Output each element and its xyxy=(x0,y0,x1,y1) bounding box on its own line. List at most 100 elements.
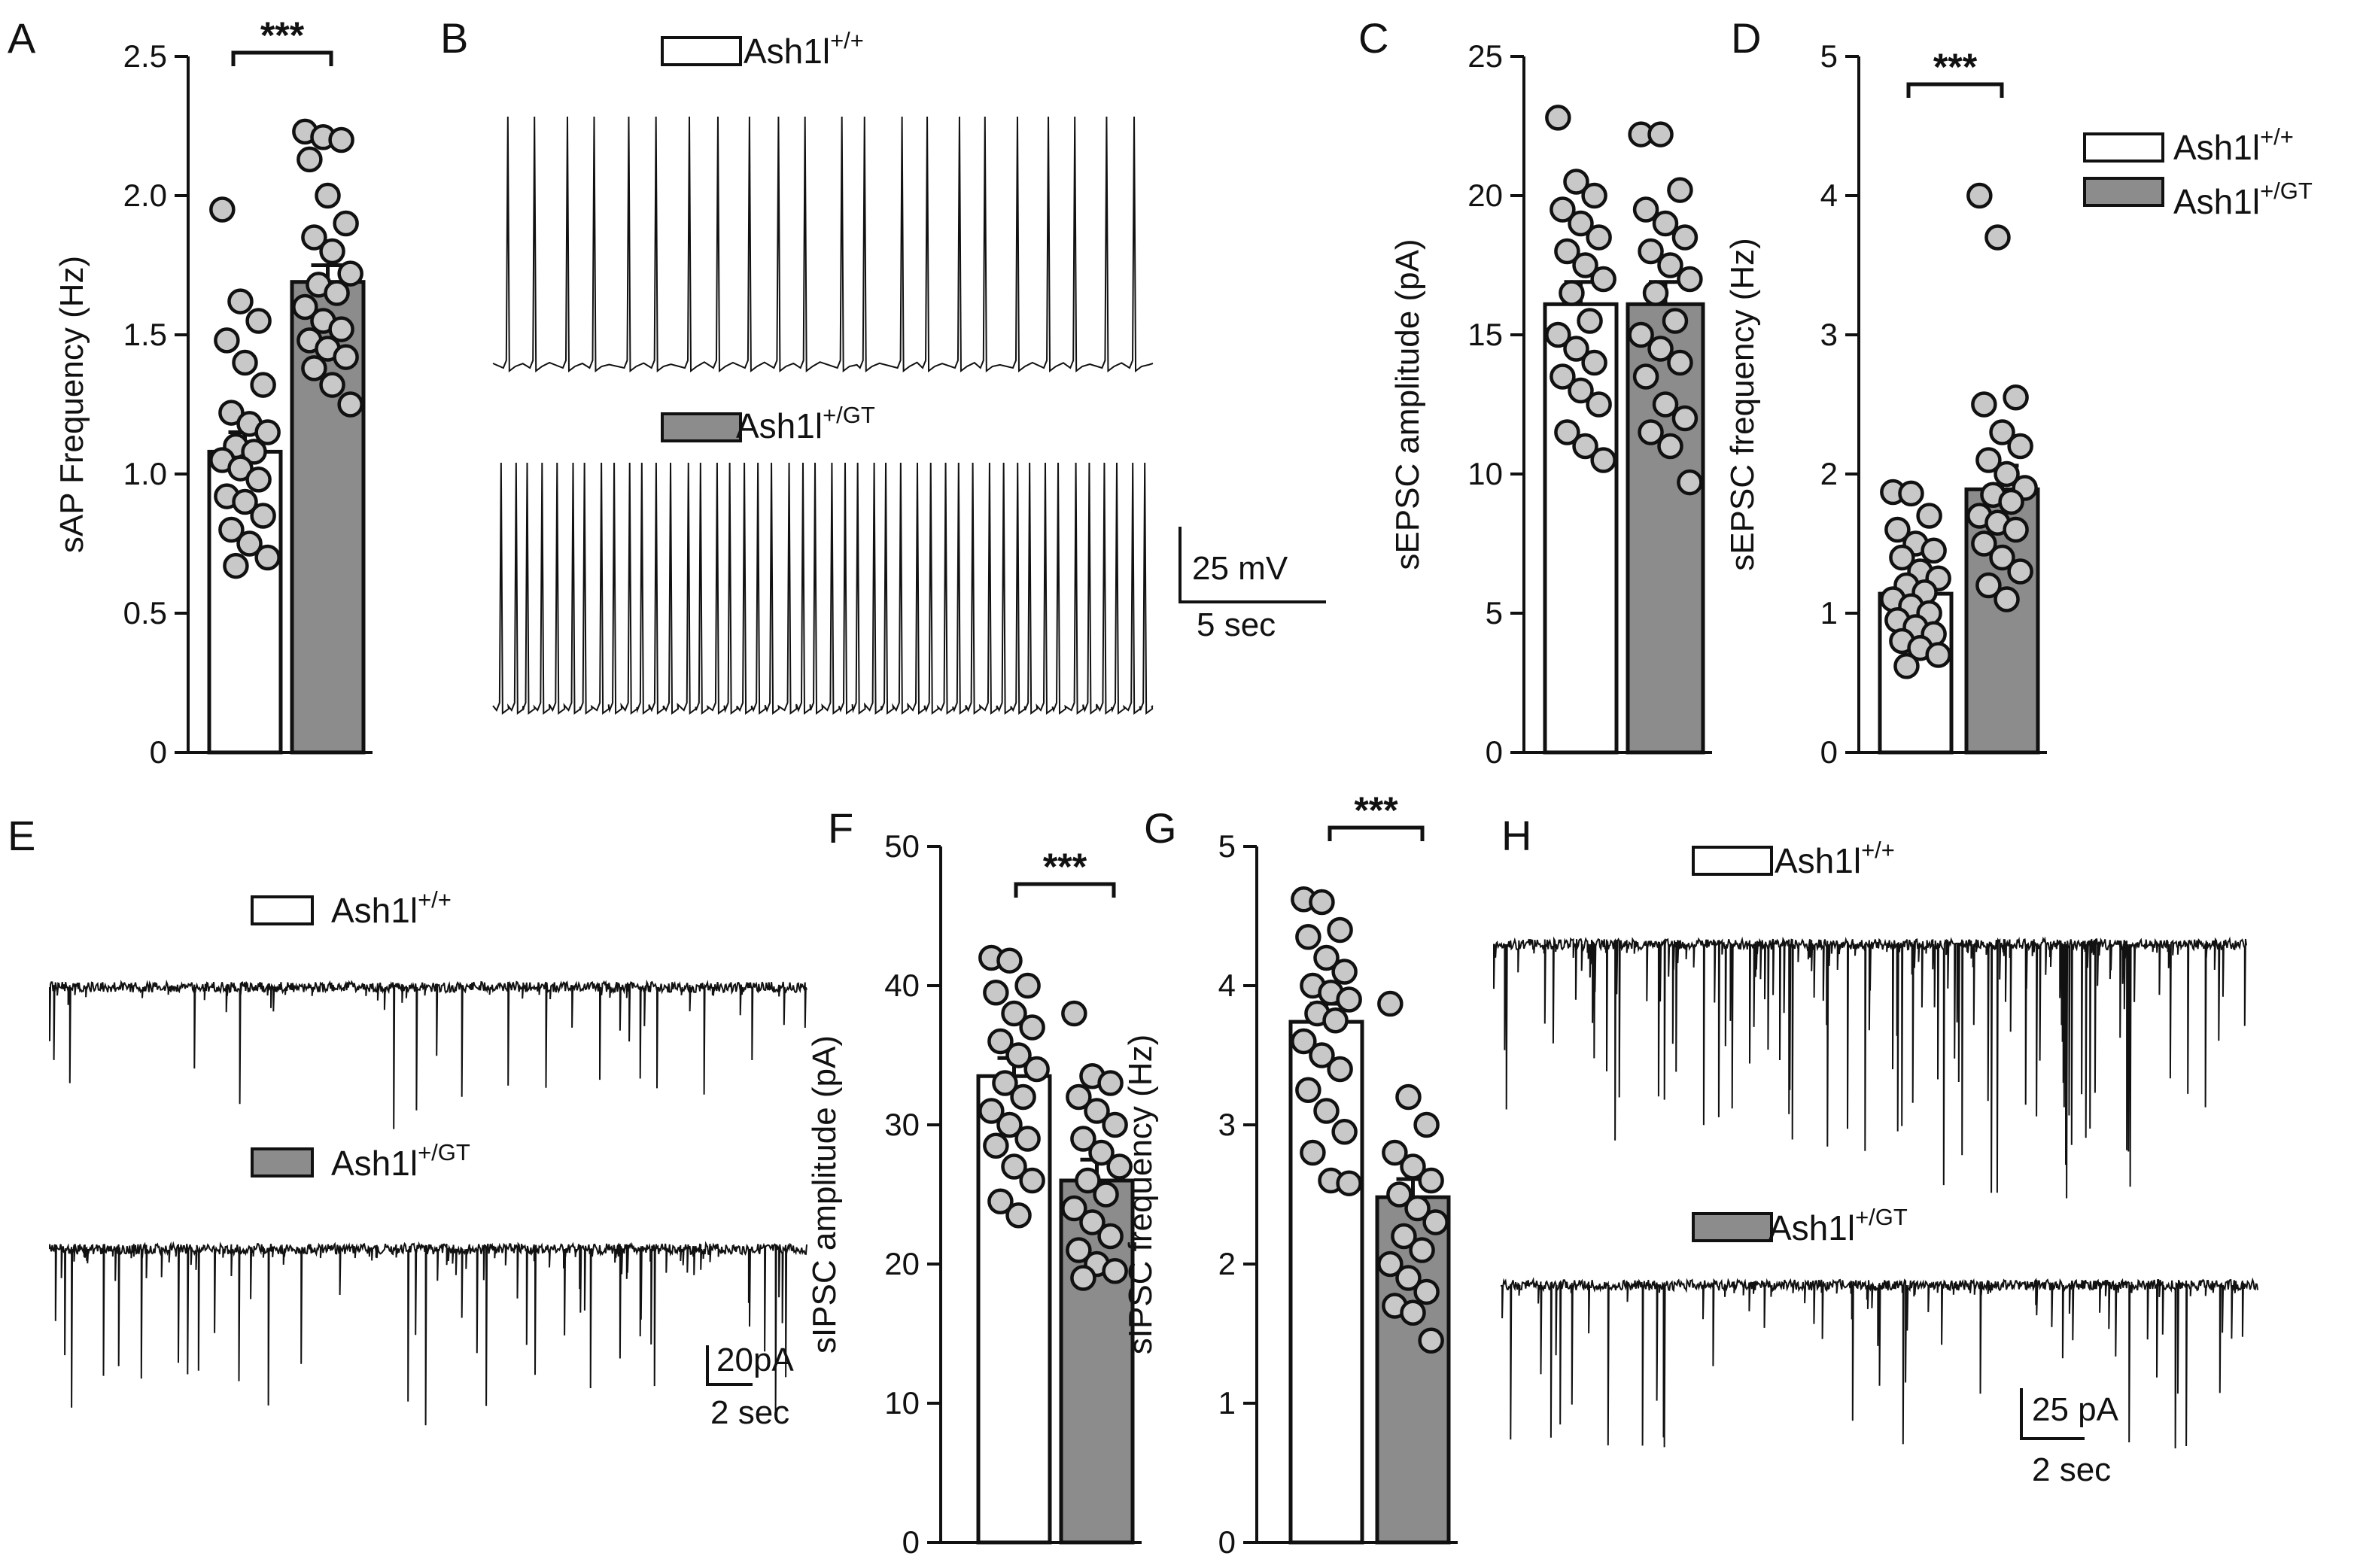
data-point-c xyxy=(1545,321,1571,348)
y-axis-label-c: sEPSC amplitude (pA) xyxy=(1389,239,1426,570)
panel-letter-h: H xyxy=(1501,812,1531,859)
data-point-c xyxy=(1550,196,1576,223)
data-point-c xyxy=(1628,321,1654,348)
data-point-f xyxy=(1010,1083,1036,1111)
data-point-g xyxy=(1404,1195,1431,1222)
data-point-c xyxy=(1586,224,1612,251)
data-point-g xyxy=(1377,1250,1404,1278)
data-point-g xyxy=(1409,1237,1435,1263)
y-tick-label-c: 20 xyxy=(1467,178,1503,213)
y-tick-label-d: 4 xyxy=(1820,178,1838,213)
trace-h-mut-label: Ash1l+/GT xyxy=(1769,1204,1908,1247)
trace-b-wt xyxy=(492,116,1154,372)
data-point-a xyxy=(245,466,272,493)
data-point-a xyxy=(315,182,341,209)
scalebar-b-voltage: 25 mV xyxy=(1192,550,1288,587)
data-point-c xyxy=(1677,469,1703,496)
y-axis-label-f: sIPSC amplitude (pA) xyxy=(806,1035,843,1354)
data-point-c xyxy=(1657,252,1683,278)
data-point-f xyxy=(1014,972,1041,999)
data-point-f xyxy=(1102,1258,1128,1284)
data-point-f xyxy=(996,947,1023,974)
y-tick-label-a: 1.5 xyxy=(123,317,167,352)
data-point-c xyxy=(1671,405,1699,432)
panel-b-traces: Ash1l+/+ Ash1l+/GT 25 mV 5 sec xyxy=(492,27,1326,715)
data-point-c xyxy=(1577,308,1603,334)
data-point-f xyxy=(1102,1111,1128,1138)
y-tick-label-g: 2 xyxy=(1218,1246,1236,1281)
data-point-c xyxy=(1652,210,1679,237)
y-tick-label-f: 0 xyxy=(902,1524,920,1560)
scalebar-b-time: 5 sec xyxy=(1197,606,1276,643)
y-tick-label-c: 15 xyxy=(1467,317,1503,352)
data-point-f xyxy=(1019,1167,1045,1194)
y-tick-label-g: 5 xyxy=(1218,828,1236,864)
trace-e-wt-swatch xyxy=(251,895,314,925)
panel-letter-d: D xyxy=(1731,14,1761,62)
legend-d-mut-swatch xyxy=(2083,177,2164,207)
data-point-d xyxy=(2007,433,2033,460)
data-point-f xyxy=(1014,1126,1041,1152)
data-point-d xyxy=(1975,447,2002,473)
data-point-g xyxy=(1395,1083,1422,1111)
panel-letter-a: A xyxy=(8,14,36,62)
data-point-f xyxy=(1097,1070,1124,1096)
data-point-a xyxy=(301,355,327,381)
data-point-d xyxy=(1975,572,2002,599)
data-point-f xyxy=(1061,1000,1087,1027)
panel-g-chart: 0 1 2 3 4 5 sIPSC frequency (Hz) *** xyxy=(1122,789,1458,1560)
data-point-a xyxy=(209,196,236,223)
y-tick-label-g: 1 xyxy=(1218,1385,1236,1421)
y-tick-label-g: 3 xyxy=(1218,1107,1236,1142)
data-point-g xyxy=(1313,1098,1340,1124)
data-point-g xyxy=(1331,959,1358,985)
data-point-f xyxy=(983,980,1009,1006)
y-tick-label-c: 0 xyxy=(1486,734,1503,770)
data-point-f xyxy=(987,1188,1014,1214)
data-point-f xyxy=(1023,1056,1050,1083)
y-tick-label-d: 5 xyxy=(1820,38,1838,74)
y-tick-label-d: 0 xyxy=(1820,734,1838,770)
significance-stars-g: *** xyxy=(1354,789,1398,831)
data-point-d xyxy=(1971,391,1997,418)
y-tick-label-a: 0 xyxy=(150,734,167,770)
panel-letter-f: F xyxy=(828,804,853,852)
y-tick-label-f: 20 xyxy=(884,1246,920,1281)
data-point-a xyxy=(254,419,281,445)
panel-d-chart: 0 1 2 3 4 5 sEPSC frequency (Hz) *** xyxy=(1724,38,2047,770)
y-tick-label-a: 0.5 xyxy=(123,595,167,631)
data-point-d xyxy=(1966,182,1993,209)
data-point-f xyxy=(1070,1265,1096,1291)
data-point-a xyxy=(337,260,363,287)
y-axis-label-d: sEPSC frequency (Hz) xyxy=(1724,238,1761,571)
data-point-g xyxy=(1382,1139,1408,1166)
data-point-a xyxy=(232,349,258,376)
data-point-c xyxy=(1638,238,1664,265)
data-point-g xyxy=(1395,1265,1422,1291)
panel-f-chart: 0 10 20 30 40 50 sIPSC amplitude (pA) *** xyxy=(806,828,1142,1560)
data-point-c xyxy=(1554,419,1580,445)
y-tick-label-c: 10 xyxy=(1467,456,1503,491)
data-point-a xyxy=(337,391,363,418)
data-point-f xyxy=(992,1070,1018,1096)
data-point-g xyxy=(1418,1167,1444,1194)
trace-e-mut-label: Ash1l+/GT xyxy=(331,1139,470,1183)
panel-letter-b: B xyxy=(440,14,468,62)
data-point-c xyxy=(1667,177,1693,203)
data-point-c xyxy=(1632,363,1659,390)
data-point-a xyxy=(292,293,318,321)
data-point-a xyxy=(328,316,354,342)
significance-bracket-d xyxy=(1906,82,2004,98)
data-point-g xyxy=(1336,1170,1362,1196)
data-point-g xyxy=(1309,1042,1335,1068)
data-point-d xyxy=(1925,642,1951,668)
data-point-f xyxy=(1005,1202,1032,1229)
data-point-a xyxy=(236,530,263,557)
data-point-g xyxy=(1309,889,1335,916)
data-point-f xyxy=(1093,1181,1119,1208)
data-point-g xyxy=(1377,990,1404,1017)
data-point-c xyxy=(1568,210,1594,237)
data-point-c xyxy=(1671,224,1699,251)
data-point-a xyxy=(245,308,272,334)
data-point-d xyxy=(1994,460,2020,488)
